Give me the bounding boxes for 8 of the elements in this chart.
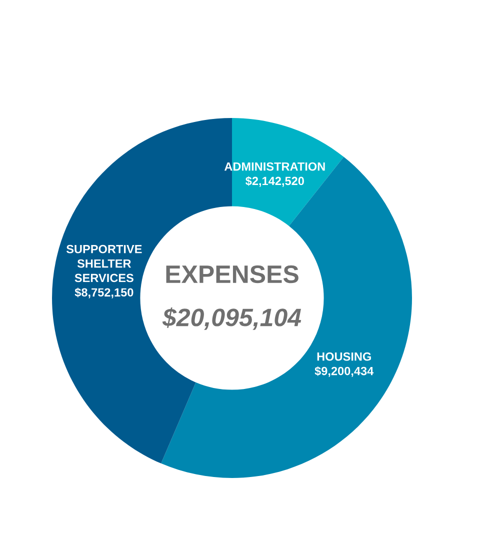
- text: $20,095,104: [162, 308, 302, 330]
- data-label: $9,200,434: [314, 366, 374, 377]
- data-label: $8,752,150: [74, 288, 134, 298]
- data-label: $2,142,520: [246, 176, 304, 187]
- text: EXPENSES: [166, 265, 298, 284]
- slice-label: HOUSING: [317, 352, 371, 361]
- slice-label: ADMINISTRATION: [224, 162, 325, 171]
- slice-label: SUPPORTIVE SHELTER SERVICES: [66, 244, 142, 282]
